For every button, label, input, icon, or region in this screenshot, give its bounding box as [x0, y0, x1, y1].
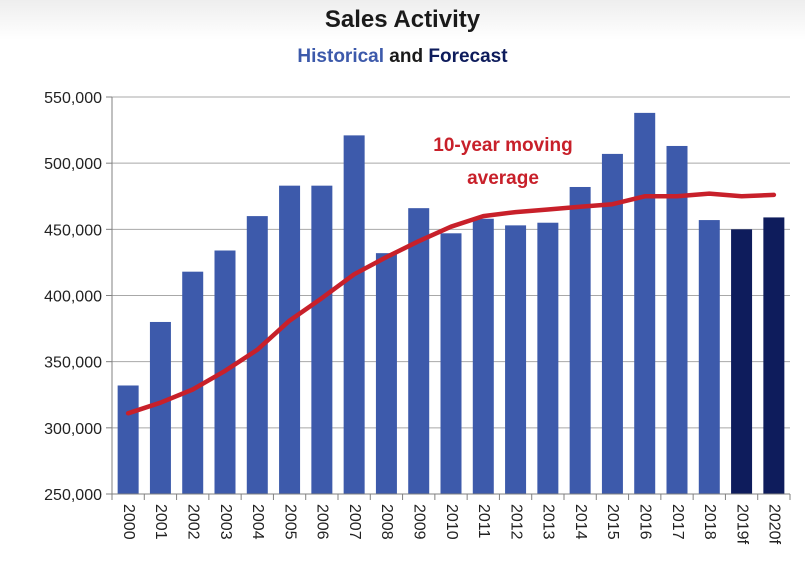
y-tick-label: 250,000 [44, 487, 102, 504]
annotation-line-2: average [467, 168, 539, 189]
y-tick-label: 300,000 [44, 421, 102, 438]
bar [311, 185, 333, 494]
y-tick-label: 550,000 [44, 90, 102, 107]
y-tick-label: 400,000 [44, 289, 102, 306]
x-tick-label: 2000 [120, 504, 137, 540]
x-tick-label: 2008 [378, 504, 395, 540]
subtitle-and: and [384, 46, 429, 67]
x-tick-label: 2011 [475, 504, 492, 539]
subtitle-historical: Historical [297, 46, 385, 67]
x-tick-label: 2002 [184, 504, 201, 540]
x-tick-label: 2017 [669, 504, 686, 540]
moving-average-line [125, 191, 777, 416]
bar [117, 385, 139, 494]
bar [440, 233, 462, 494]
x-tick-label: 2004 [249, 504, 266, 540]
bar [343, 135, 365, 495]
x-tick-label: 2015 [604, 504, 621, 540]
x-tick-label: 2016 [636, 504, 653, 540]
bar [182, 271, 204, 494]
bar [601, 153, 623, 495]
y-tick-label: 500,000 [44, 156, 102, 173]
x-tick-label: 2009 [410, 504, 427, 540]
x-tick-label: 2006 [314, 504, 331, 540]
bar [246, 216, 268, 494]
x-tick-label: 2012 [507, 504, 524, 540]
annotation-line-1: 10-year moving [433, 135, 572, 156]
bar [279, 185, 301, 494]
y-tick-label: 350,000 [44, 355, 102, 372]
bar [698, 220, 720, 494]
bars [117, 112, 785, 495]
x-tick-label: 2019f [733, 504, 750, 545]
x-tick-label: 2020f [766, 504, 783, 545]
y-tick-labels: 250,000 300,000 350,000 400,000 450,000 500,0… [44, 90, 102, 504]
bar [731, 229, 753, 495]
x-tick-label: 2007 [346, 504, 363, 540]
bar [375, 253, 397, 494]
x-tick-label: 2010 [443, 504, 460, 540]
bar [505, 225, 527, 494]
x-tick-label: 2013 [540, 504, 557, 540]
y-tick-label: 450,000 [44, 222, 102, 239]
x-tick-label: 2001 [152, 504, 169, 540]
x-tick-label: 2003 [217, 504, 234, 540]
axes [106, 96, 791, 500]
x-tick-label: 2018 [701, 504, 718, 540]
bar [472, 218, 494, 494]
chart-subtitle: Historical and Forecast [0, 46, 805, 68]
x-tick-labels: 2000 2001 2002 2003 2004 2005 2006 2007 2008 2009… [120, 504, 783, 545]
bar [666, 145, 688, 495]
subtitle-forecast: Forecast [428, 46, 508, 67]
bar [569, 186, 591, 494]
x-tick-label: 2005 [281, 504, 298, 540]
x-tick-label: 2014 [572, 504, 589, 540]
moving-average-line-group [125, 191, 777, 416]
bar [149, 321, 171, 494]
bar [763, 217, 785, 494]
bar [408, 208, 430, 494]
bar [634, 112, 656, 494]
chart-title: Sales Activity [324, 6, 481, 33]
bar [537, 222, 559, 494]
